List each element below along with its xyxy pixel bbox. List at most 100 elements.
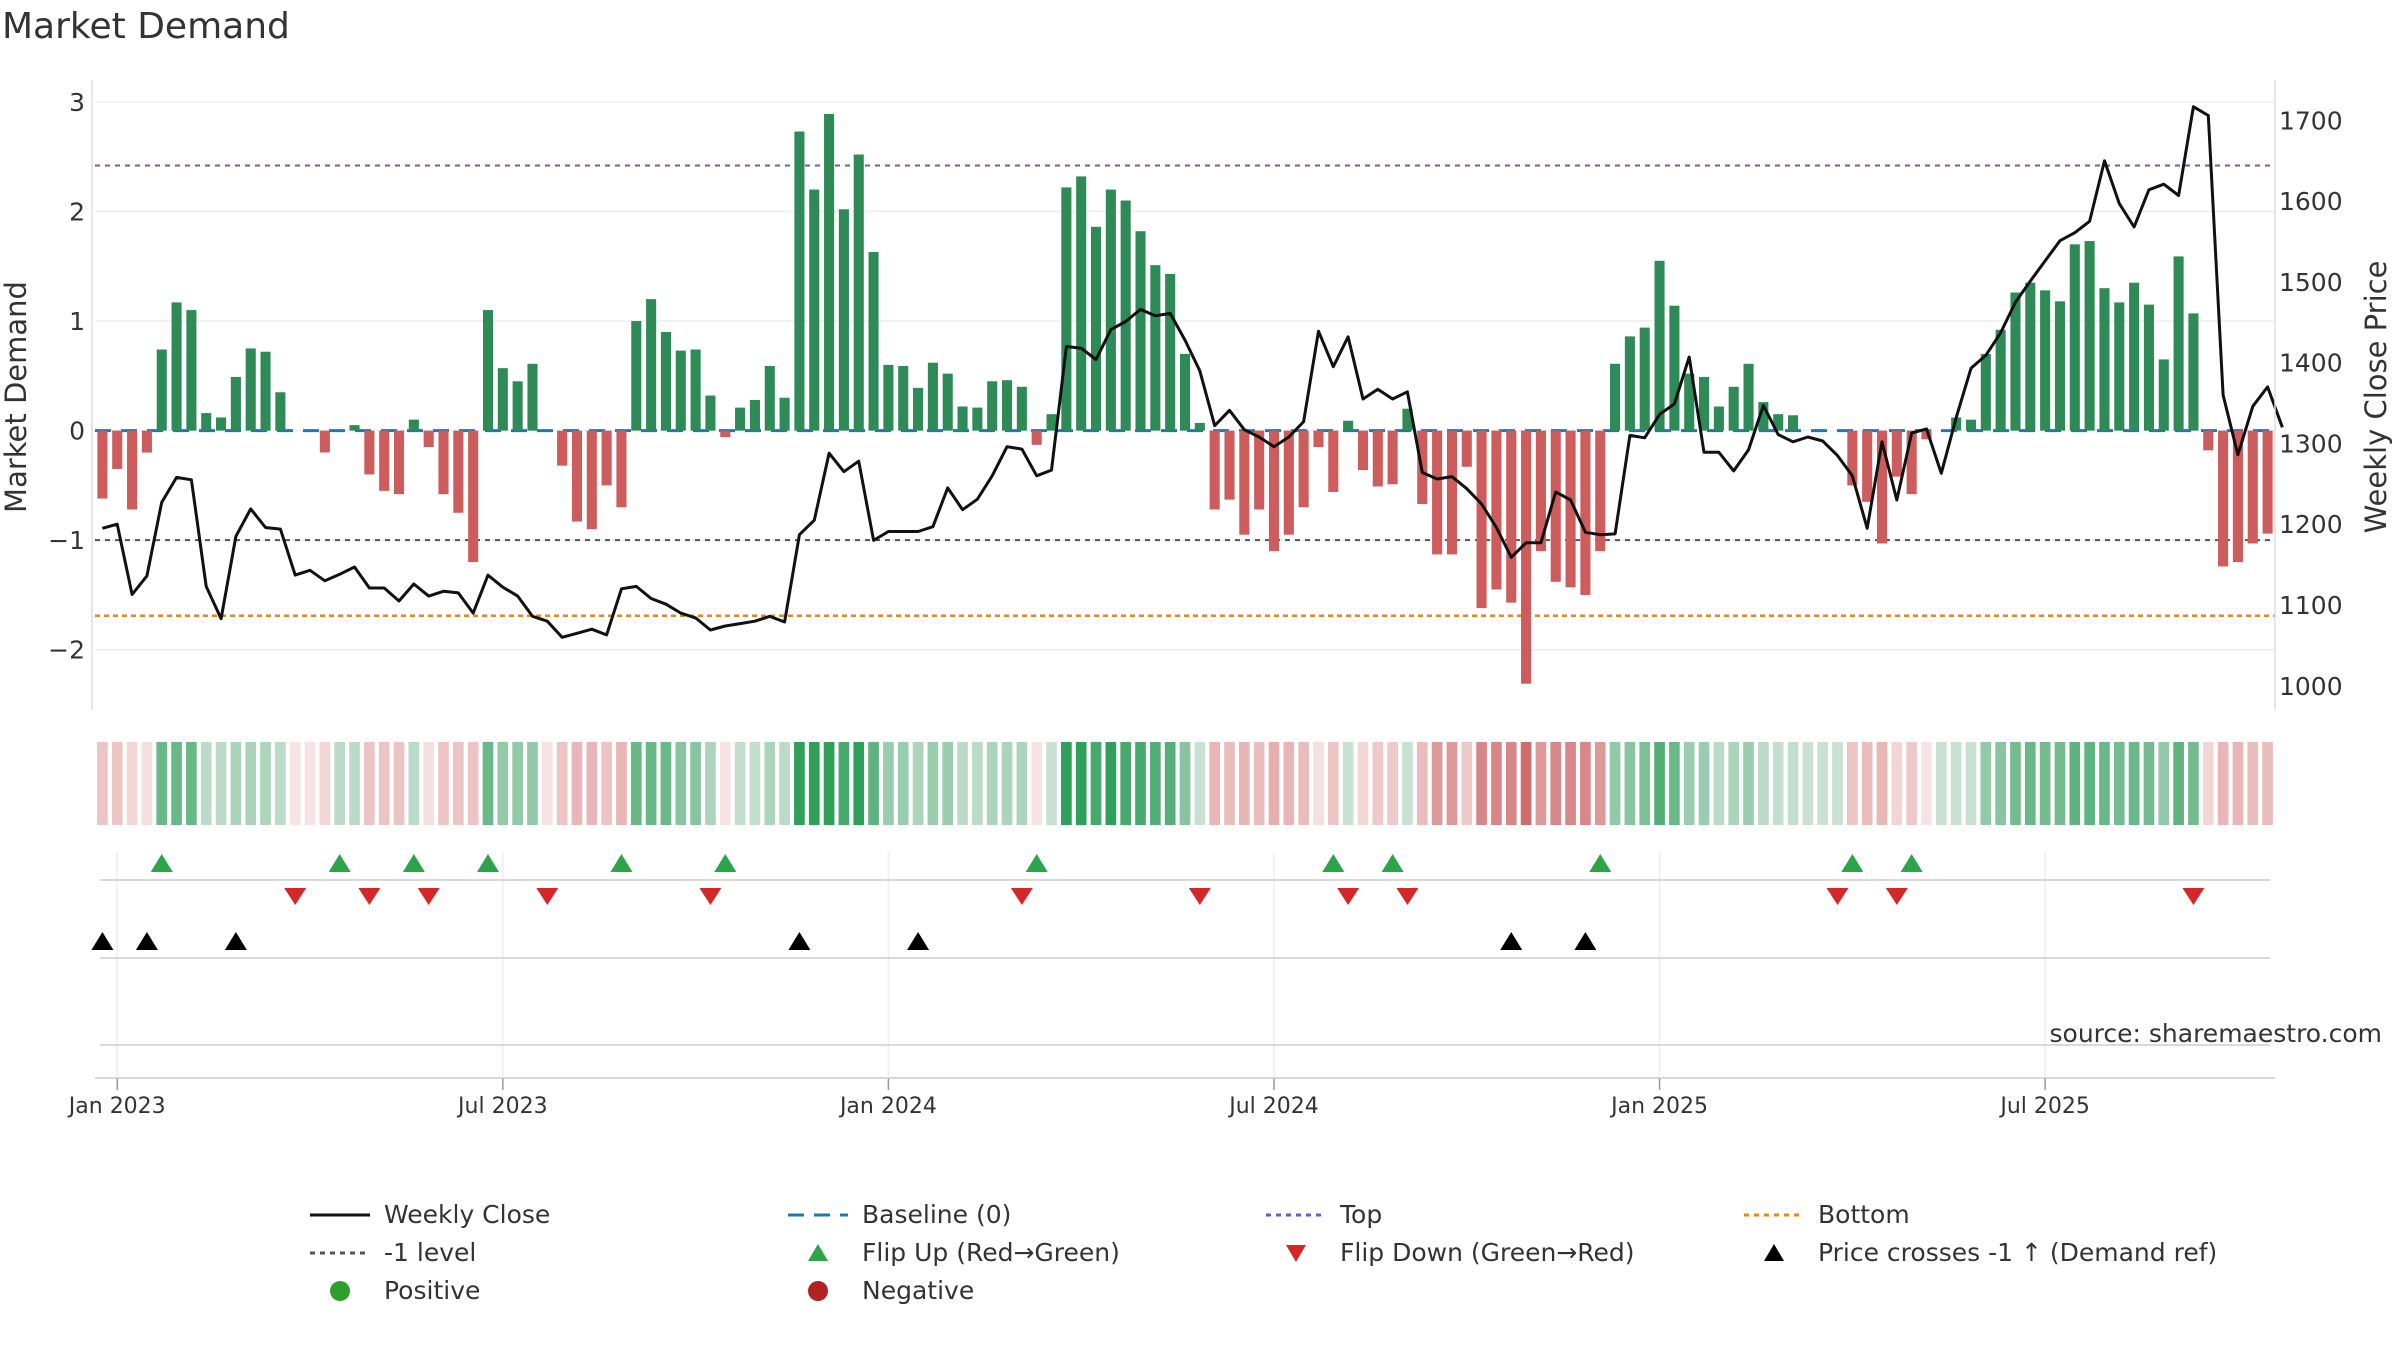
demand-bar-negative [2218,430,2229,567]
demand-bar-negative [1328,430,1339,492]
flip-up-marker [1900,854,1923,872]
flip-up-icon [808,1243,828,1261]
demand-strip-cell [1728,742,1740,825]
x-tick-label: Jan 2023 [67,1094,166,1119]
demand-bar-positive [482,310,494,431]
demand-bar-positive [1076,176,1087,431]
demand-bar-positive [913,387,924,431]
demand-bar-positive [898,365,909,431]
legend-label: Positive [384,1276,481,1305]
y-tick-label-right: 1300 [2279,429,2343,458]
demand-bar-negative [1209,430,1220,510]
demand-strip-cell [630,742,642,825]
demand-strip-cell [393,742,405,825]
demand-strip-cell [1594,742,1606,825]
demand-strip-cell [1861,742,1873,825]
demand-strip-cell [2158,742,2170,825]
legend: Weekly Close Baseline (0) Top Bottom -1 … [300,1200,2217,1320]
demand-bar-negative [1565,430,1576,588]
demand-bar-positive [1951,417,1962,431]
demand-bar-positive [408,419,419,431]
demand-bar-negative [1224,430,1235,500]
demand-strip-cell [1120,742,1132,825]
demand-strip-cell [897,742,909,825]
demand-strip-cell [171,742,182,825]
demand-strip-cell [1935,742,1947,825]
demand-strip-cell [2099,742,2110,825]
demand-strip-cell [2217,742,2229,825]
legend-label: Flip Up (Red→Green) [862,1238,1120,1267]
legend-item-top: Top [1266,1200,1382,1229]
demand-strip-cell [2039,742,2051,825]
demand-strip-cell [408,742,420,825]
legend-item-positive: Positive [310,1276,480,1305]
demand-bar-positive [764,365,775,431]
demand-bar-positive [660,332,671,431]
demand-strip-cell [1891,742,1903,825]
y-tick-label-right: 1000 [2279,672,2343,701]
demand-strip-cell [1787,742,1799,825]
demand-bar-positive [2129,282,2140,431]
demand-strip-cell [660,742,672,825]
y-tick-label-right: 1200 [2279,510,2343,539]
price-cross-icon [1764,1243,1784,1261]
demand-strip-cell [497,742,509,825]
demand-bar-negative [319,430,330,453]
demand-bar-positive [868,252,879,431]
demand-bar-positive [1165,273,1176,431]
demand-bar-positive [942,373,953,431]
demand-bar-positive [1150,265,1161,431]
demand-strip-cell [2069,742,2081,825]
demand-strip-cell [1224,742,1235,825]
flip-down-marker [1188,888,1211,905]
demand-strip-cell [1565,742,1576,825]
demand-strip-cell [972,742,983,825]
demand-strip-cell [1550,742,1562,825]
demand-strip-cell [1906,742,1918,825]
demand-bar-positive [275,392,286,431]
demand-bar-positive [1046,414,1057,431]
demand-strip-cell [1995,742,2006,825]
demand-strip-cell [690,742,701,825]
demand-bar-positive [216,417,227,431]
x-tick-label: Jul 2024 [1227,1094,1319,1119]
demand-strip-cell [957,742,968,825]
demand-strip-cell [1135,742,1146,825]
demand-bar-positive [749,399,760,431]
demand-strip-cell [1476,742,1487,825]
x-tick-label: Jan 2024 [838,1094,937,1119]
demand-bar-negative [1595,430,1606,552]
demand-bar-negative [1580,430,1591,595]
flip-down-marker [2182,888,2205,905]
flip-down-marker [284,888,307,905]
demand-strip-cell [794,742,805,825]
demand-bar-negative [1921,430,1932,440]
demand-bar-negative [601,430,612,486]
y-tick-label-right: 1400 [2279,349,2343,378]
demand-bar-negative [141,430,152,453]
demand-bar-negative [453,430,464,513]
flip-down-marker [699,888,722,905]
demand-bar-positive [1179,353,1191,431]
demand-strip-cell [245,742,257,825]
demand-strip-cell [1357,742,1369,825]
demand-strip-cell [1298,742,1309,825]
flip-down-marker [1337,888,1360,905]
demand-bar-positive [646,299,657,431]
demand-bar-positive [779,397,790,431]
demand-strip-cell [1847,742,1858,825]
demand-strip-cell [734,742,746,825]
demand-bar-negative [468,430,479,563]
demand-strip-cell [2128,742,2140,825]
demand-strip-cell [1075,742,1087,825]
demand-bar-negative [1313,430,1324,448]
demand-bar-negative [1491,430,1502,590]
x-tick-label: Jul 2023 [456,1094,548,1119]
flip-down-marker [417,888,440,905]
demand-bar-positive [1684,373,1695,431]
demand-strip-cell [304,742,316,825]
demand-strip-cell [1150,742,1161,825]
y-axis-label-left: Market Demand [0,281,33,513]
demand-strip-cell [1253,742,1265,825]
demand-strip-cell [1268,742,1280,825]
